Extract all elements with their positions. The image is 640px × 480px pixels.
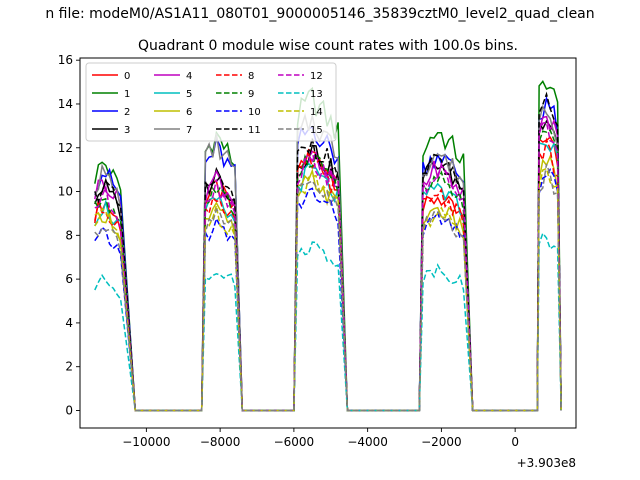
legend-label-13: 13 [310,89,323,100]
series-line-15 [94,163,562,412]
legend-label-0: 0 [124,71,130,82]
series-line-12 [94,121,562,412]
series-line-13 [94,231,562,412]
y-tick-label: 16 [58,53,73,67]
legend-label-11: 11 [248,125,261,136]
x-tick-label: −2000 [421,435,462,449]
x-tick-label: 0 [511,435,519,449]
legend-label-14: 14 [310,107,323,118]
legend-label-6: 6 [186,107,192,118]
legend-label-9: 9 [248,89,254,100]
legend-label-2: 2 [124,107,130,118]
legend-label-4: 4 [186,71,192,82]
x-offset-label: +3.903e8 [517,456,576,470]
series-line-10 [94,168,562,412]
series-line-11 [94,91,562,412]
series-line-3 [94,119,562,412]
y-tick-label: 0 [65,403,73,417]
y-tick-label: 10 [58,185,73,199]
x-tick-label: −8000 [200,435,241,449]
plot-area [79,57,577,429]
x-axis: −10000 −8000 −6000 −4000 −2000 0 [122,428,519,449]
x-tick-label: −6000 [274,435,315,449]
series-layer [94,80,562,412]
legend-label-12: 12 [310,71,323,82]
series-line-5 [94,141,562,412]
legend-label-3: 3 [124,125,130,136]
y-tick-label: 6 [65,272,73,286]
legend-label-5: 5 [186,89,192,100]
legend-frame [85,62,337,142]
figure-suptitle: n file: modeM0/AS1A11_080T01_9000005146_… [45,6,594,22]
x-tick-label: −10000 [122,435,170,449]
y-tick-label: 4 [65,316,73,330]
series-line-2 [94,95,562,412]
series-line-4 [94,115,562,412]
y-tick-label: 8 [65,228,73,242]
legend-label-10: 10 [248,107,261,118]
y-axis: 0 2 4 6 8 10 12 14 16 [58,53,80,417]
legend-label-15: 15 [310,125,323,136]
chart-title: Quadrant 0 module wise count rates with … [138,38,518,54]
series-line-7 [94,104,562,412]
series-line-14 [94,167,562,412]
legend-label-1: 1 [124,89,130,100]
x-tick-label: −4000 [347,435,388,449]
legend-label-8: 8 [248,71,254,82]
legend-label-7: 7 [186,125,192,136]
axes-frame [79,57,577,429]
y-tick-label: 2 [65,360,73,374]
y-tick-label: 12 [58,141,73,155]
y-tick-label: 14 [58,97,73,111]
